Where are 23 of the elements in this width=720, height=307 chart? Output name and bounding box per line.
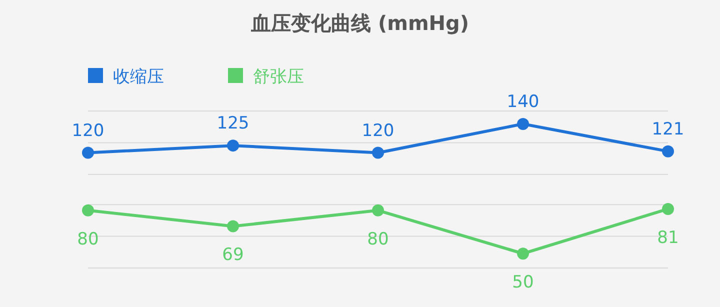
- point: [662, 202, 674, 215]
- data-label: 121: [652, 119, 684, 140]
- legend-label: 舒张压: [253, 67, 304, 87]
- point: [82, 204, 94, 216]
- point: [372, 204, 384, 216]
- point: [82, 146, 94, 159]
- data-label: 81: [657, 228, 679, 248]
- data-label: 125: [216, 114, 250, 134]
- legend-label: 收缩压: [113, 67, 164, 87]
- point: [662, 145, 674, 158]
- point: [227, 140, 239, 152]
- point: [517, 248, 529, 260]
- data-label: 80: [367, 229, 389, 250]
- data-label: 140: [506, 92, 540, 112]
- point: [227, 220, 239, 232]
- point: [517, 118, 529, 130]
- point: [372, 146, 384, 159]
- data-label: 80: [77, 229, 99, 250]
- data-label: 69: [222, 245, 244, 266]
- data-label: 120: [72, 120, 104, 141]
- data-label: 120: [362, 120, 394, 141]
- data-label: 50: [512, 272, 534, 293]
- chart-title: 血压变化曲线 (mmHg): [250, 11, 469, 35]
